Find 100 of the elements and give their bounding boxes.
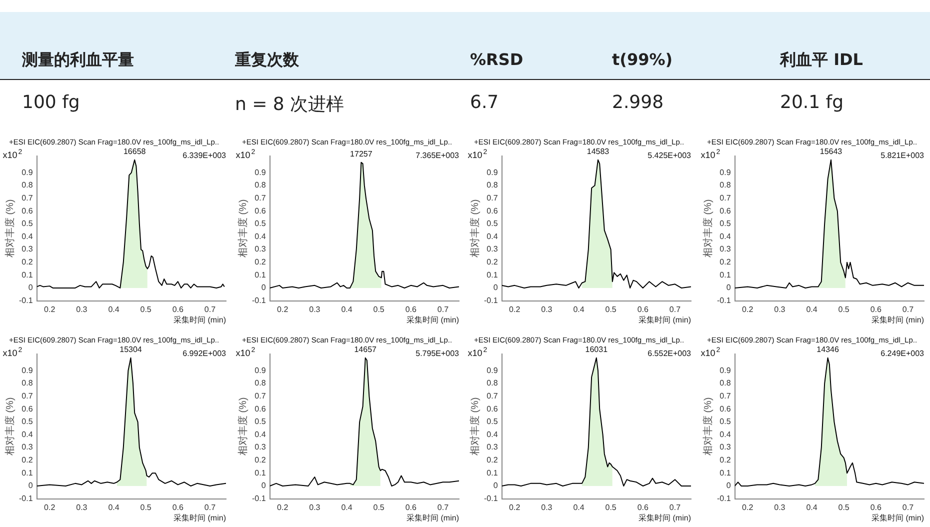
x-tick-label: 0.7 [669, 304, 682, 314]
y-tick-label: 0 [726, 481, 731, 490]
x-tick-label: 0.2 [276, 502, 288, 512]
x-tick-label: 0.7 [902, 502, 914, 512]
y-tick-label: 0.4 [22, 232, 34, 241]
y-tick-label: 0.9 [486, 366, 498, 375]
y-tick-label: 0.9 [486, 168, 498, 177]
x-tick-label: 0.3 [308, 502, 320, 512]
x-tick-label: 0.6 [404, 304, 417, 314]
y-tick-label: 0.9 [719, 168, 731, 177]
y-tick-label: 0.7 [22, 391, 34, 400]
x-axis-title: 采集时间 (min) [406, 315, 459, 324]
y-tick-label: 0.2 [254, 258, 266, 267]
annotation: 5.821E+003 [880, 151, 924, 160]
annotation: 6.249E+003 [880, 349, 924, 358]
y-tick-label: 0.1 [22, 468, 34, 478]
x-tick-label: 0.6 [870, 502, 882, 512]
annotation: 5.425E+003 [648, 151, 692, 160]
x-tick-label: 0.6 [870, 304, 882, 314]
x-axis-title: 采集时间 (min) [638, 315, 692, 324]
y-tick-label: 0.5 [254, 219, 266, 228]
y-tick-label: -0.1 [716, 494, 731, 504]
y-axis-title: 相对丰度 (%) [701, 397, 714, 456]
y-tick-label: 0.8 [22, 180, 34, 190]
x-tick-label: 0.7 [902, 304, 914, 314]
x-tick-label: 0.3 [774, 304, 786, 314]
x-tick-label: 0.4 [340, 502, 352, 512]
text: 重复次数 [235, 50, 299, 71]
y-tick-label: 0.5 [22, 219, 34, 228]
text: 利血平 IDL [780, 50, 863, 71]
annotation: 16658 [123, 147, 146, 156]
y-tick-label: 0.7 [22, 193, 34, 202]
x-tick-label: 0.7 [436, 304, 449, 314]
text: 100 fg [22, 92, 80, 113]
y-tick-label: 0.3 [486, 442, 498, 452]
y-tick-label: 0.5 [22, 417, 34, 426]
y-tick-label: 0.3 [719, 442, 731, 452]
y-tick-label: 0.8 [22, 378, 34, 388]
y-tick-label: 0.6 [254, 404, 266, 414]
y-tick-label: 0.3 [22, 442, 34, 452]
y-tick-label: 0.2 [254, 456, 266, 465]
y-tick-label: -0.1 [251, 296, 266, 306]
x-tick-label: 0.5 [838, 502, 850, 512]
y-tick-label: 0.1 [254, 270, 266, 280]
annotation: 16031 [585, 345, 608, 354]
y-tick-label: 0 [28, 283, 34, 292]
y-tick-label: 0.7 [486, 391, 498, 400]
y-tick-label: 0.7 [719, 193, 731, 202]
x-tick-label: 0.2 [509, 304, 521, 314]
x-tick-label: 0.4 [340, 304, 352, 314]
x-axis-title: 采集时间 (min) [406, 513, 459, 522]
text: %RSD [470, 50, 524, 69]
x-tick-label: 0.6 [637, 502, 650, 512]
y-axis-title: 相对丰度 (%) [701, 199, 714, 258]
y-tick-label: 0.7 [254, 193, 266, 202]
y-tick-label: 0.4 [486, 232, 498, 241]
y-tick-label: 0.4 [486, 430, 498, 439]
x-axis-title: 采集时间 (min) [174, 513, 226, 522]
y-tick-label: 0.4 [719, 232, 731, 241]
y-tick-label: 0.2 [22, 456, 34, 465]
x-tick-label: 0.7 [669, 502, 682, 512]
x-axis-title: 采集时间 (min) [174, 315, 226, 324]
y-tick-label: 0.6 [22, 404, 34, 414]
y-tick-label: -0.1 [18, 494, 34, 504]
annotation: 15643 [819, 147, 842, 156]
y-tick-label: 0.7 [486, 193, 498, 202]
y-tick-label: 0.1 [719, 468, 731, 478]
y-tick-label: 0.8 [486, 378, 498, 388]
y-tick-label: 0.8 [719, 180, 731, 190]
x-tick-label: 0.3 [308, 304, 320, 314]
x-axis-title: 采集时间 (min) [638, 513, 692, 522]
x-axis-title: 采集时间 (min) [871, 513, 924, 522]
y-axis-title: 相对丰度 (%) [468, 397, 481, 456]
x-tick-label: 0.2 [509, 502, 521, 512]
text: 20.1 fg [780, 92, 844, 113]
x-tick-label: 0.5 [605, 304, 617, 314]
y-tick-label: 0.6 [254, 206, 266, 216]
y-tick-label: 0.4 [254, 430, 266, 439]
y-tick-label: 0.4 [22, 430, 34, 439]
y-tick-label: 0.8 [254, 180, 266, 190]
y-tick-label: 0.9 [254, 366, 266, 375]
y-tick-label: 0.2 [719, 258, 731, 267]
annotation: 15304 [120, 345, 142, 354]
y-tick-label: 0.3 [22, 244, 34, 254]
x-tick-label: 0.4 [573, 502, 585, 512]
annotation: 17257 [350, 150, 372, 159]
y-tick-label: 0 [493, 481, 498, 490]
x-tick-label: 0.2 [742, 502, 754, 512]
y-tick-label: 0.5 [486, 417, 498, 426]
y-tick-label: 0.2 [486, 456, 498, 465]
y-tick-label: 0.2 [22, 258, 34, 267]
y-tick-label: 0.6 [719, 206, 731, 216]
x-tick-label: 0.7 [204, 304, 216, 314]
x-tick-label: 0.6 [637, 304, 650, 314]
x-tick-label: 0.3 [541, 304, 553, 314]
x-tick-label: 0.5 [838, 304, 850, 314]
y-axis-title: 相对丰度 (%) [468, 199, 481, 258]
y-tick-label: 0.5 [719, 219, 731, 228]
x-tick-label: 0.4 [108, 502, 120, 512]
x-tick-label: 0.5 [372, 304, 384, 314]
